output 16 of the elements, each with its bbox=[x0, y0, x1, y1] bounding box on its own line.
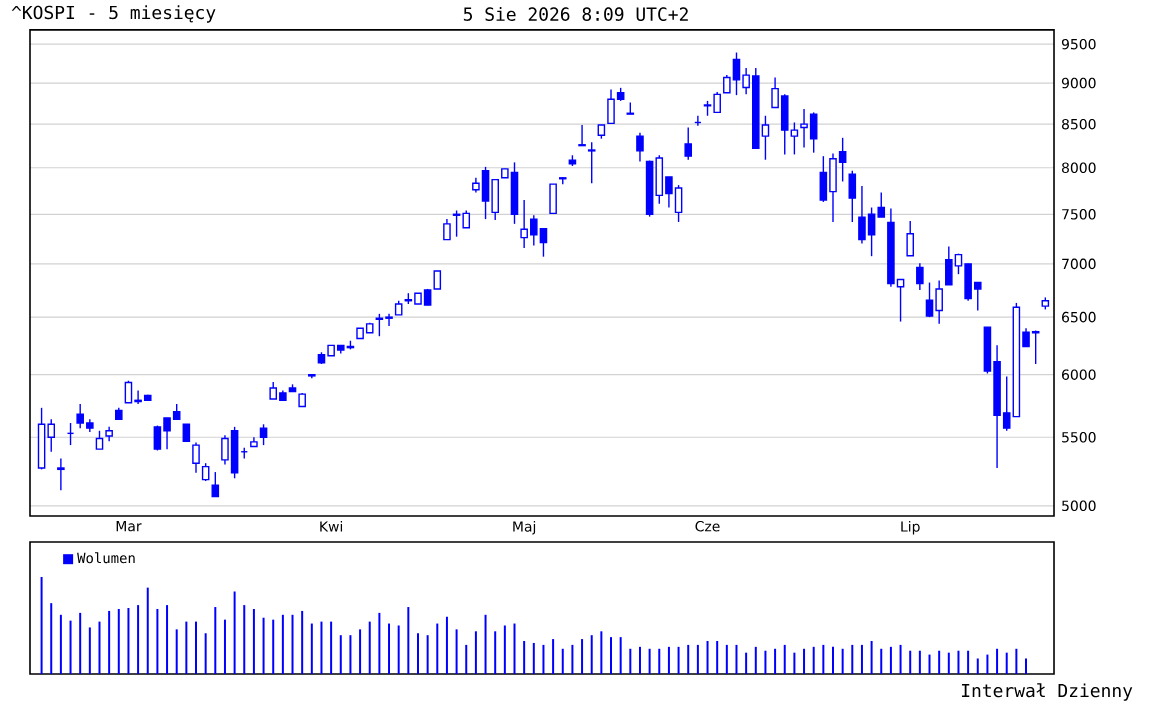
candlestick bbox=[443, 218, 451, 241]
candlestick bbox=[684, 126, 693, 161]
chart-subtitle: 5 Sie 2026 8:09 UTC+2 bbox=[463, 7, 688, 21]
candlestick bbox=[95, 430, 104, 450]
candlestick bbox=[578, 124, 586, 147]
candlestick bbox=[848, 169, 857, 223]
chart-title: ^KOSPI - 5 miesięcy bbox=[11, 5, 216, 23]
text: Interwał Dzienny bbox=[961, 683, 1133, 701]
candlestick bbox=[57, 457, 65, 491]
candlestick bbox=[549, 183, 557, 215]
candlestick bbox=[636, 131, 644, 163]
candlestick bbox=[192, 441, 200, 474]
candlestick bbox=[259, 423, 268, 446]
candlestick bbox=[916, 262, 924, 291]
candlestick bbox=[906, 220, 914, 257]
candlestick bbox=[587, 141, 596, 184]
